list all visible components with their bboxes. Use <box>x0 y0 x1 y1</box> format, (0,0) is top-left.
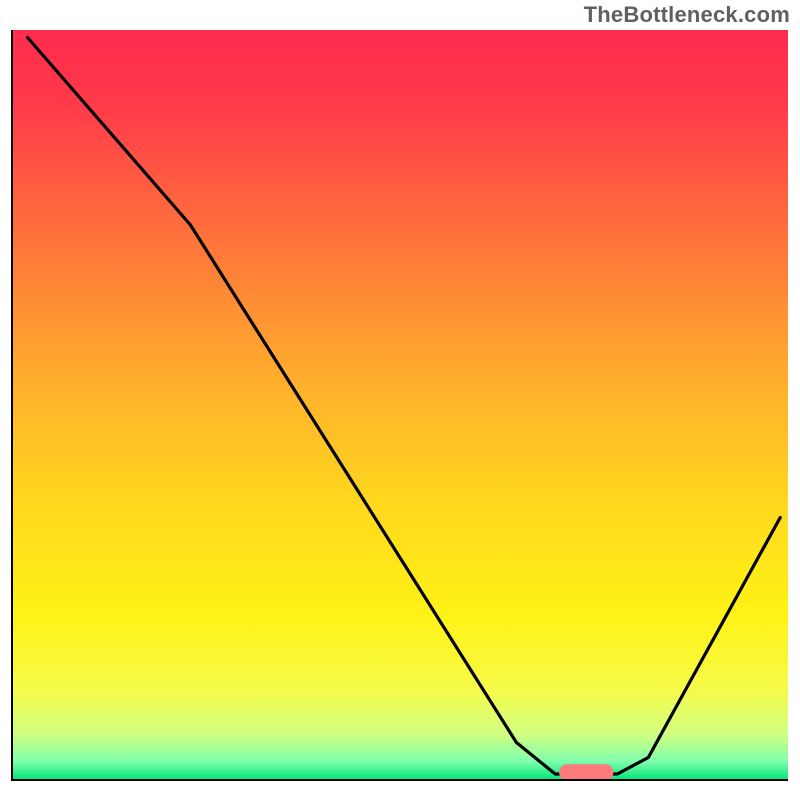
watermark-text: TheBottleneck.com <box>584 2 790 28</box>
bottleneck-chart <box>0 0 800 800</box>
plot-background <box>12 30 788 780</box>
optimum-marker <box>559 764 613 781</box>
chart-container: TheBottleneck.com <box>0 0 800 800</box>
